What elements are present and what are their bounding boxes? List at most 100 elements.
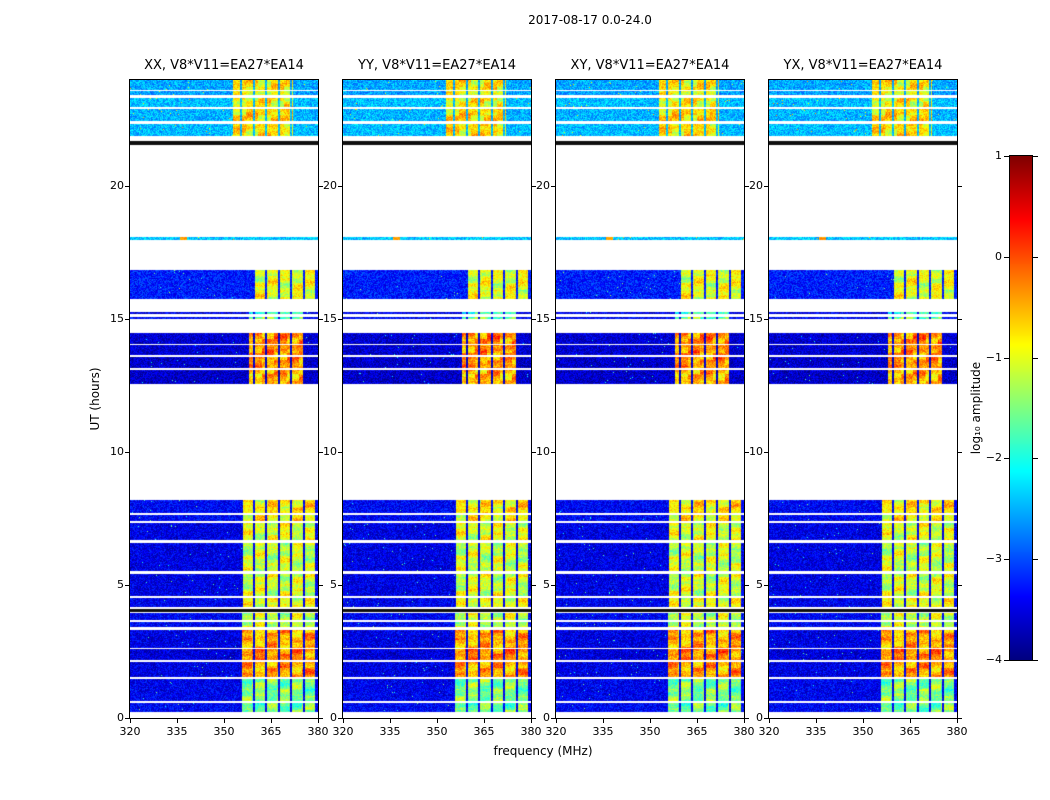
x-tick-label: 335: [166, 725, 188, 738]
x-tick-label: 380: [307, 725, 329, 738]
colorbar: [1009, 155, 1033, 661]
y-tick: [551, 718, 555, 719]
y-tick: [125, 186, 129, 187]
y-tick-label: 0: [543, 711, 550, 724]
x-tick: [863, 719, 864, 723]
spectrogram-canvas-xx: [130, 80, 318, 718]
panel-title-xx: XX, V8*V11=EA27*EA14: [144, 58, 304, 73]
x-tick: [271, 719, 272, 723]
spectrogram-canvas-xy: [556, 80, 744, 718]
x-tick-label: 350: [639, 725, 661, 738]
x-tick: [556, 719, 557, 723]
x-tick: [744, 719, 745, 723]
colorbar-tick: [1033, 660, 1038, 661]
x-tick-label: 380: [946, 725, 968, 738]
x-tick: [224, 719, 225, 723]
y-tick-label: 5: [330, 578, 337, 591]
y-tick-label: 20: [749, 179, 763, 192]
colorbar-tick: [1033, 358, 1038, 359]
colorbar-tick-label: −4: [985, 653, 1002, 666]
x-tick: [130, 719, 131, 723]
x-tick-label: 365: [686, 725, 708, 738]
y-tick: [338, 452, 342, 453]
y-tick-label: 15: [110, 312, 124, 325]
colorbar-tick: [1004, 458, 1009, 459]
x-tick-label: 365: [473, 725, 495, 738]
y-tick-label: 0: [330, 711, 337, 724]
y-tick: [958, 319, 962, 320]
x-tick-label: 350: [213, 725, 235, 738]
panel-title-yy: YY, V8*V11=EA27*EA14: [358, 58, 516, 73]
y-tick: [125, 718, 129, 719]
y-tick: [764, 186, 768, 187]
x-tick-label: 320: [332, 725, 354, 738]
x-tick-label: 335: [592, 725, 614, 738]
x-tick-label: 335: [379, 725, 401, 738]
colorbar-tick: [1033, 559, 1038, 560]
y-tick: [125, 319, 129, 320]
colorbar-tick: [1033, 257, 1038, 258]
y-tick: [958, 452, 962, 453]
y-tick-label: 20: [110, 179, 124, 192]
x-tick: [910, 719, 911, 723]
x-tick: [769, 719, 770, 723]
y-tick: [745, 186, 749, 187]
y-tick: [551, 452, 555, 453]
y-tick-label: 0: [756, 711, 763, 724]
y-tick-label: 5: [756, 578, 763, 591]
y-tick: [338, 186, 342, 187]
y-tick: [319, 452, 323, 453]
x-tick: [531, 719, 532, 723]
x-tick: [343, 719, 344, 723]
colorbar-gradient: [1010, 156, 1032, 660]
y-tick: [125, 452, 129, 453]
y-tick: [764, 452, 768, 453]
x-tick: [697, 719, 698, 723]
colorbar-tick: [1004, 156, 1009, 157]
y-tick: [745, 718, 749, 719]
y-tick-label: 10: [536, 445, 550, 458]
x-tick-label: 380: [520, 725, 542, 738]
y-tick-label: 10: [323, 445, 337, 458]
x-tick-label: 380: [733, 725, 755, 738]
x-tick: [650, 719, 651, 723]
y-tick: [532, 319, 536, 320]
x-tick: [484, 719, 485, 723]
y-tick: [532, 718, 536, 719]
y-tick: [338, 585, 342, 586]
y-tick: [532, 452, 536, 453]
y-axis-label: UT (hours): [88, 367, 102, 431]
y-tick: [319, 186, 323, 187]
colorbar-tick-label: 1: [995, 149, 1002, 162]
x-tick: [603, 719, 604, 723]
y-tick-label: 10: [749, 445, 763, 458]
y-tick: [764, 585, 768, 586]
y-tick-label: 15: [749, 312, 763, 325]
x-tick-label: 320: [119, 725, 141, 738]
x-tick: [816, 719, 817, 723]
y-tick-label: 0: [117, 711, 124, 724]
colorbar-tick: [1004, 559, 1009, 560]
x-tick: [177, 719, 178, 723]
y-tick: [319, 319, 323, 320]
x-tick: [318, 719, 319, 723]
y-tick: [551, 186, 555, 187]
y-tick: [125, 585, 129, 586]
x-tick: [957, 719, 958, 723]
colorbar-tick-label: −3: [985, 552, 1002, 565]
panel-title-yx: YX, V8*V11=EA27*EA14: [783, 58, 943, 73]
spectrogram-panel-yx: [768, 79, 958, 719]
colorbar-tick-label: 0: [995, 250, 1002, 263]
y-tick: [551, 319, 555, 320]
colorbar-tick: [1004, 660, 1009, 661]
spectrogram-canvas-yy: [343, 80, 531, 718]
y-tick: [338, 319, 342, 320]
x-axis-label: frequency (MHz): [493, 744, 593, 758]
y-tick: [532, 186, 536, 187]
figure-title: 2017-08-17 0.0-24.0: [528, 13, 652, 27]
x-tick-label: 365: [899, 725, 921, 738]
colorbar-tick: [1033, 156, 1038, 157]
y-tick: [958, 718, 962, 719]
y-tick-label: 10: [110, 445, 124, 458]
